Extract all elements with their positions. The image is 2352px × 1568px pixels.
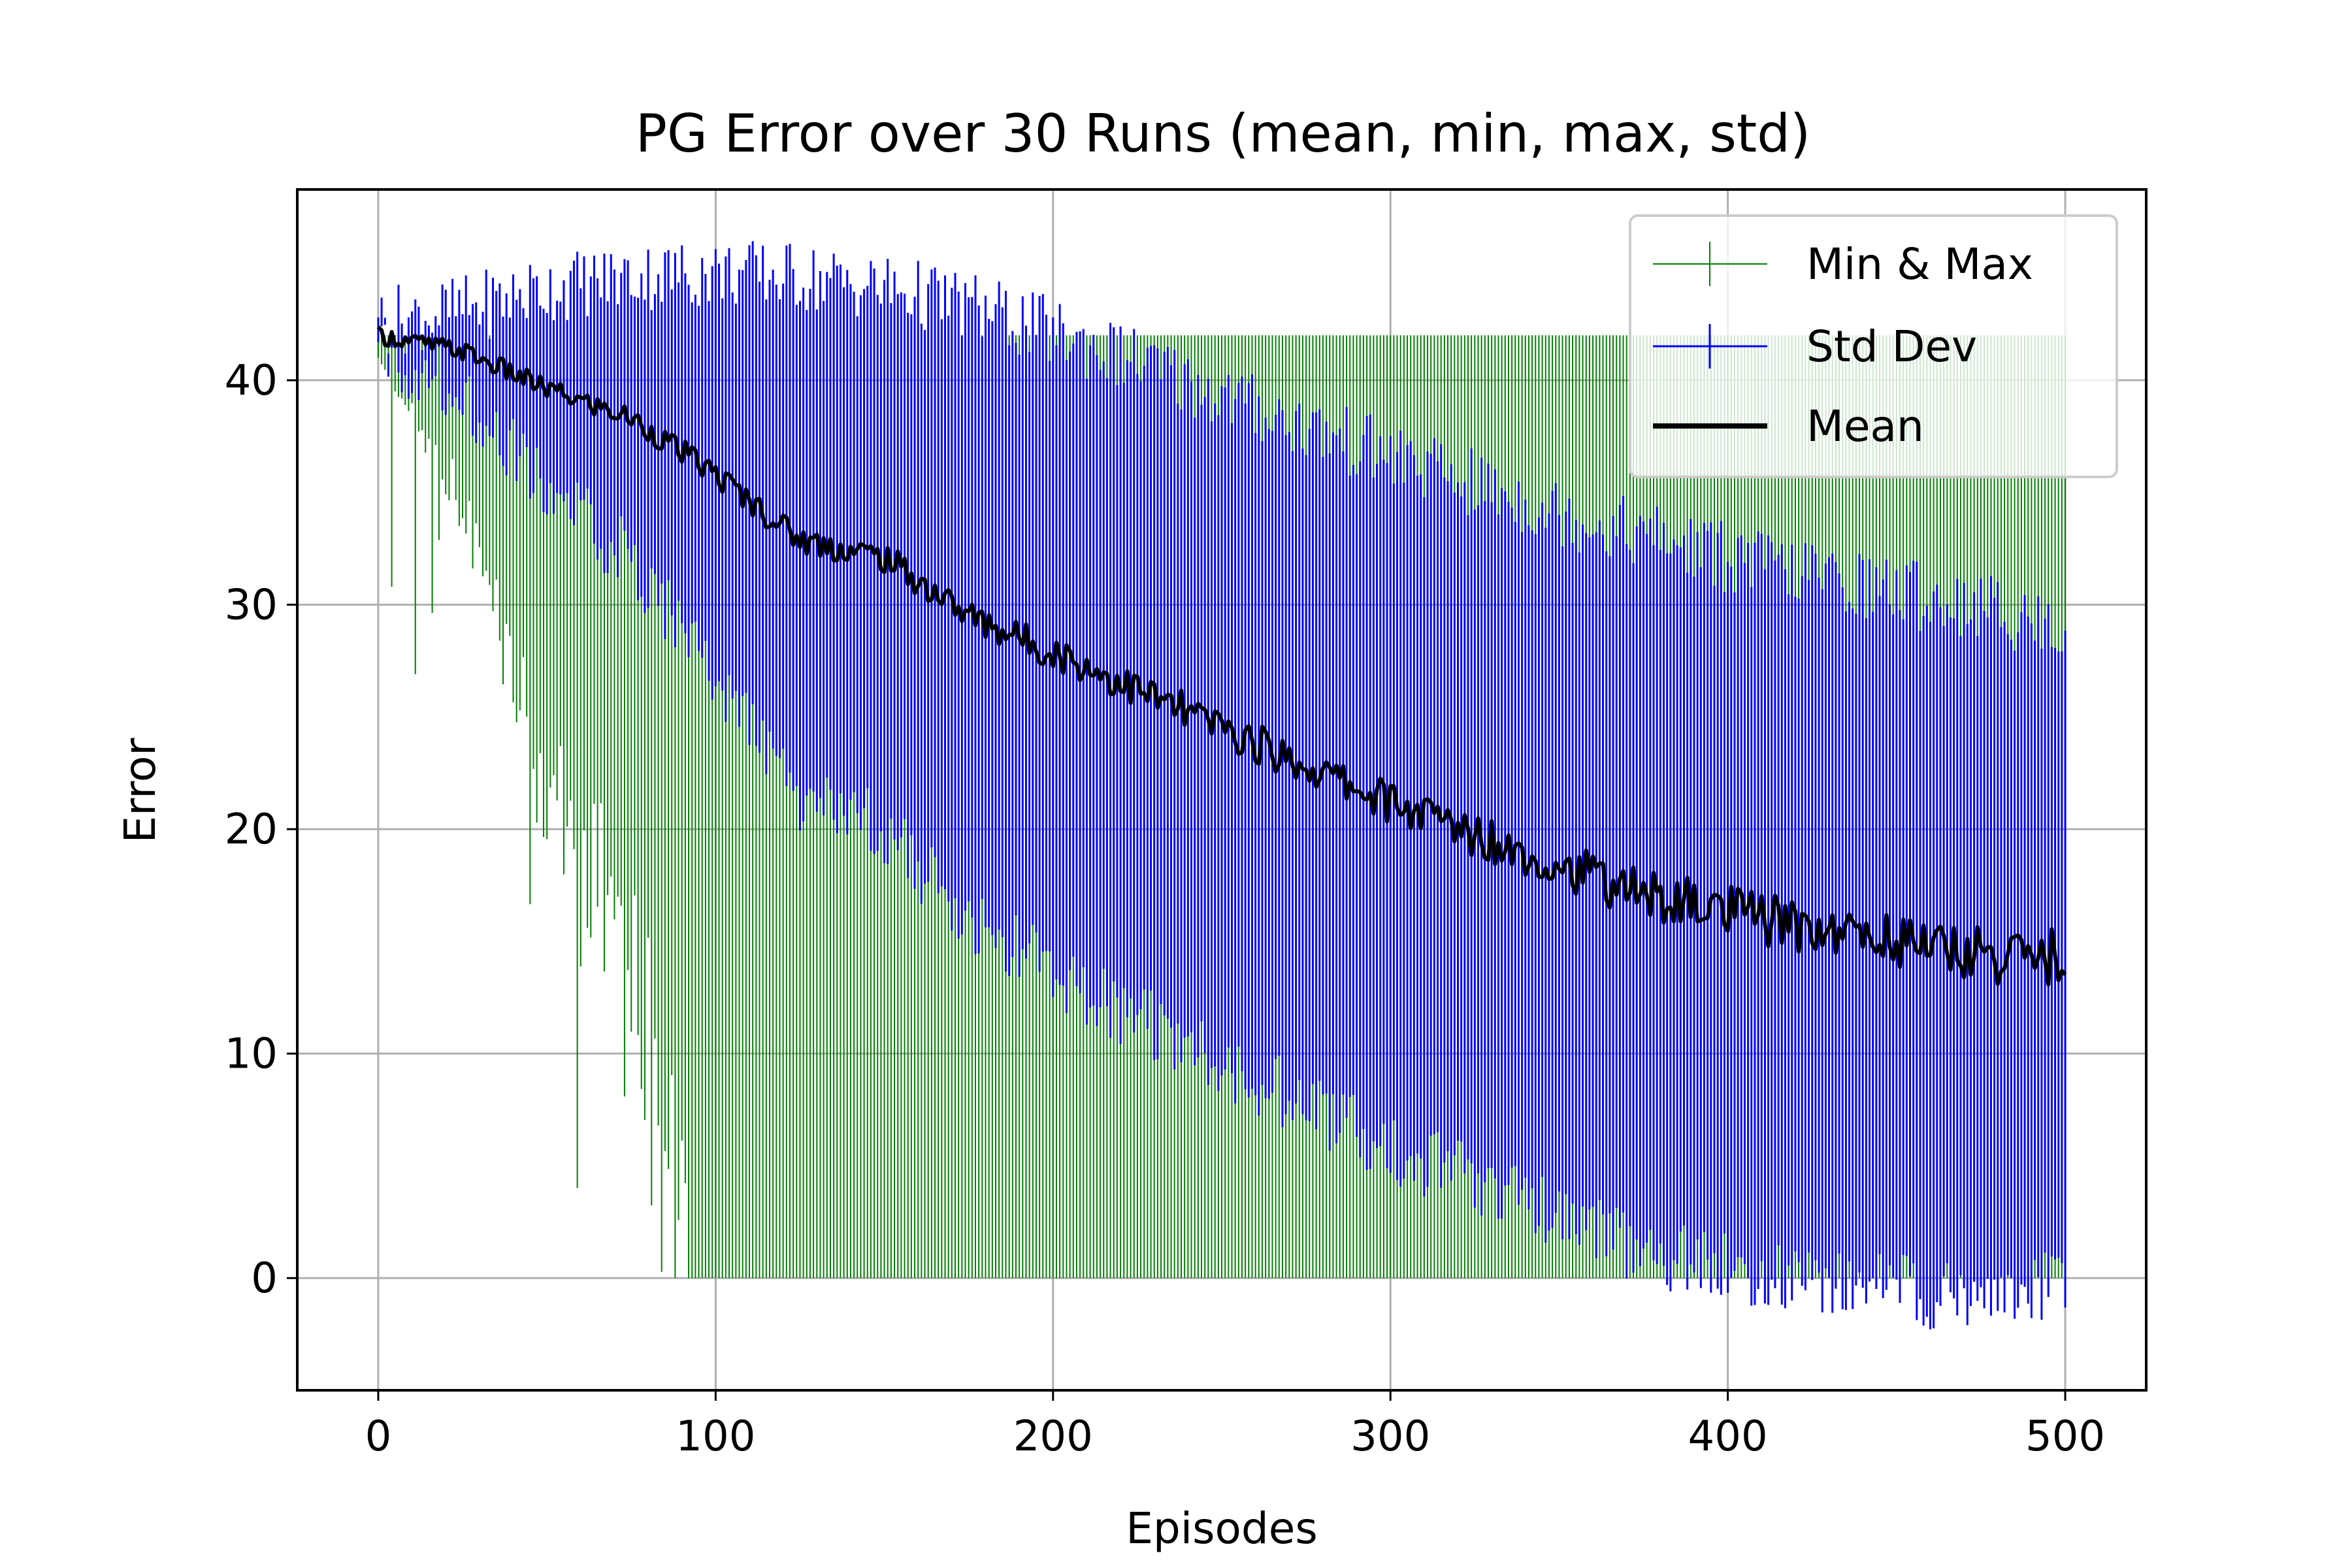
mean-line [376,325,2067,987]
y-tick-label: 0 [251,1254,278,1303]
legend-std-label: Std Dev [1806,321,1977,372]
legend-mean-label: Mean [1806,401,1924,451]
y-tick-label: 20 [225,806,278,854]
x-tick-label: 300 [1350,1413,1430,1461]
mean-line-group [376,325,2067,987]
axis-ticks: 0 100 200 300 400 500 0 10 20 30 40 [225,357,2106,1461]
x-tick-label: 400 [1688,1413,1768,1461]
std-dev-bars [377,241,2066,1330]
chart-title: PG Error over 30 Runs (mean, min, max, s… [636,103,1811,164]
x-tick-label: 100 [676,1413,755,1461]
y-tick-label: 30 [225,581,278,630]
legend-min-max-label: Min & Max [1806,239,2033,289]
y-tick-label: 40 [225,357,278,405]
y-axis-label: Error [115,738,165,843]
y-tick-label: 10 [225,1030,278,1079]
x-axis-label: Episodes [1126,1503,1318,1554]
legend: Min & Max Std Dev Mean [1629,214,2118,478]
plot-frame [296,188,2148,1392]
legend-box [1629,214,2118,478]
x-tick-label: 200 [1013,1413,1093,1461]
x-tick-label: 0 [365,1413,392,1461]
x-tick-label: 500 [2025,1413,2105,1461]
